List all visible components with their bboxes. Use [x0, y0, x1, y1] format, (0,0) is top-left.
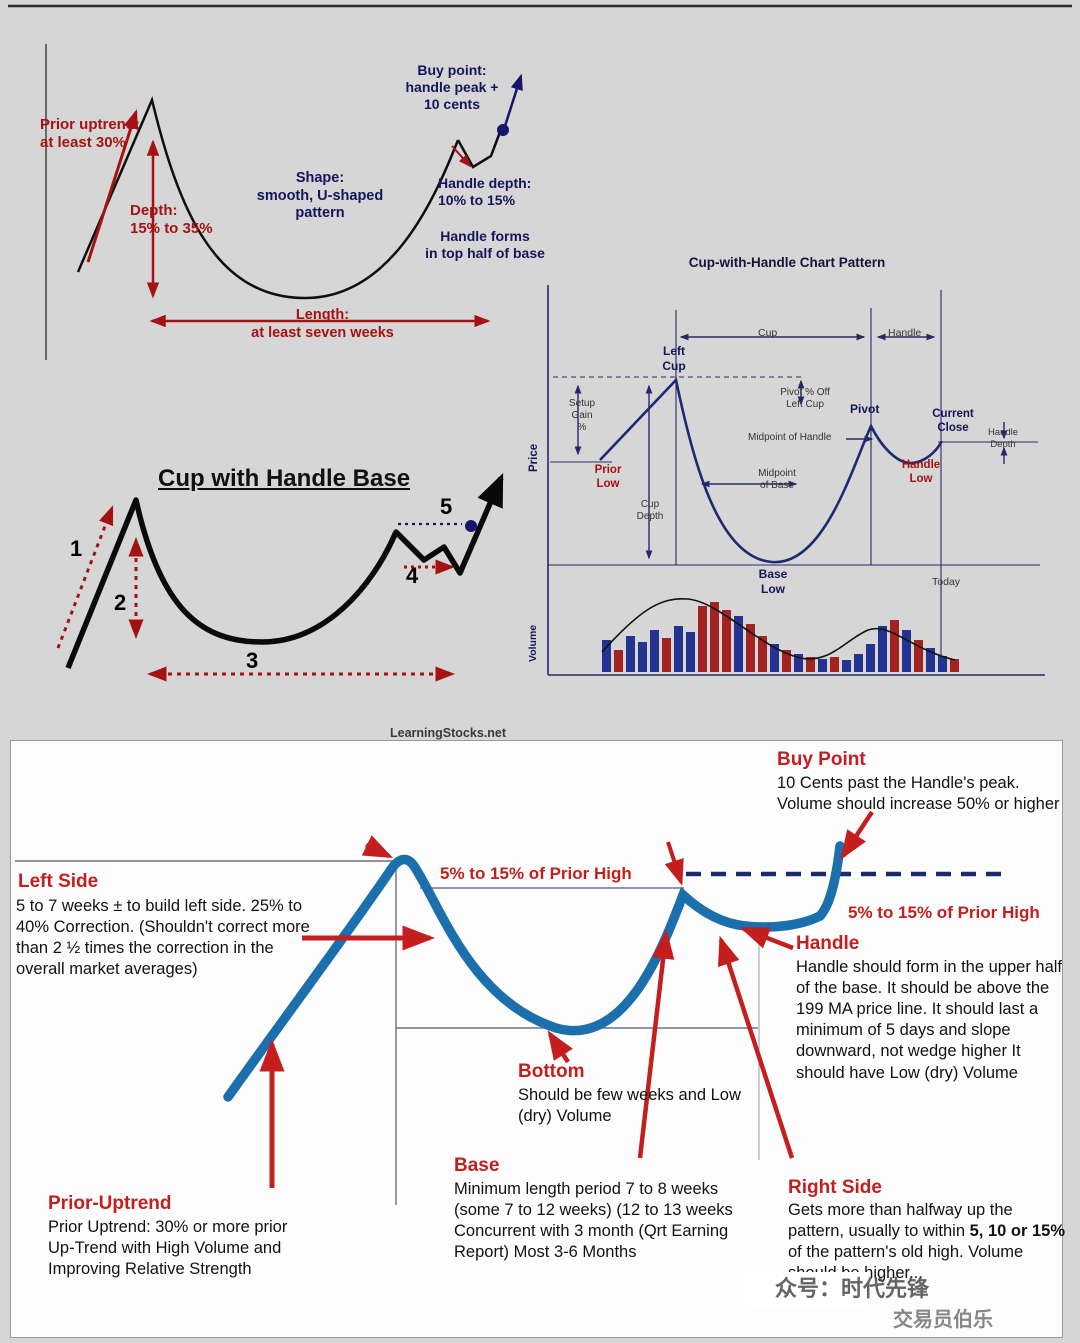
buy-point-body: 10 Cents past the Handle's peak. Volume …	[777, 774, 1060, 814]
base-heading: Base	[454, 1155, 500, 1176]
base-low-label: Base Low	[758, 567, 788, 596]
bottom-heading: Bottom	[518, 1061, 585, 1082]
prior-uptrend-label: Prior uptrend: at least 30%	[40, 116, 140, 152]
volume-bars	[602, 602, 959, 672]
handle-heading: Handle	[796, 933, 860, 954]
current-close-label: Current Close	[932, 408, 974, 435]
bottom-arrow	[547, 1030, 573, 1064]
left-side-body: 5 to 7 weeks ± to build left side. 25% t…	[16, 897, 310, 979]
prior-high-arrow	[664, 841, 684, 886]
watermark-line1: 众号：时代先锋	[775, 1276, 930, 1301]
right-chart-title: Cup-with-Handle Chart Pattern	[688, 255, 886, 270]
midpoint-of-handle-label: Midpoint of Handle	[748, 432, 832, 443]
prior-high-right-label: 5% to 15% of Prior High	[848, 903, 1040, 922]
buy-point-arrow	[840, 810, 874, 860]
handle-depth-label: Handle depth: 10% to 15%	[438, 175, 532, 209]
right-side-body: Gets more than halfway up the pattern, u…	[788, 1200, 1066, 1284]
left-side-heading: Left Side	[18, 871, 99, 892]
length-label: Length: at least seven weeks	[251, 307, 394, 341]
base-body: Minimum length period 7 to 8 weeks (some…	[454, 1180, 733, 1262]
prior-high-left-label: 5% to 15% of Prior High	[440, 864, 632, 883]
cup-span-label: Cup	[758, 327, 778, 339]
handle-depth-rc-label: Handle Depth	[987, 427, 1019, 450]
prior-uptrend-heading: Prior-Uptrend	[48, 1193, 172, 1214]
cup-with-handle-base-diagram	[56, 472, 504, 682]
right-chart	[547, 285, 1045, 676]
bottom-body: Should be few weeks and Low (dry) Volume	[518, 1086, 741, 1126]
prior-uptrend-body: Prior Uptrend: 30% or more prior Up-Tren…	[48, 1218, 288, 1279]
prior-uptrend-arrow	[86, 109, 139, 263]
right-side-bold: 5, 10 or 15%	[969, 1222, 1065, 1241]
buy-point-heading: Buy Point	[777, 749, 866, 770]
label-3: 3	[246, 648, 259, 673]
midpoint-of-base-label: Midpoint of Base	[758, 468, 796, 492]
setup-gain-label: Setup Gain %	[568, 398, 596, 434]
credit-text: LearningStocks.net	[390, 726, 506, 740]
cup-depth-label: Cup Depth	[636, 499, 664, 523]
label-2: 2	[114, 590, 127, 615]
bottom-diagram	[15, 810, 1008, 1205]
label1-arrow	[56, 505, 114, 649]
pivot-off-label: Pivot % Off Left Cup	[780, 387, 830, 411]
bottom-panel	[10, 740, 1063, 1338]
volume-axis-label: Volume	[527, 624, 539, 662]
watermark-mask	[745, 1272, 870, 1306]
handle-span-label: Handle	[888, 327, 922, 339]
breakout-dot	[465, 520, 477, 532]
shape-label: Shape: smooth, U-shaped pattern	[256, 170, 384, 222]
depth-label: Depth: 15% to 35%	[130, 202, 213, 238]
handle-depth-arrow	[451, 145, 472, 168]
volume-trend-curve	[601, 598, 956, 661]
price-axis-label: Price	[528, 443, 540, 472]
price-curve	[599, 377, 944, 564]
peak-arrow	[361, 835, 394, 859]
pivot-label: Pivot	[850, 402, 880, 416]
base-arrow	[637, 929, 675, 1159]
watermark-line2: 交易员伯乐	[893, 1309, 993, 1331]
topleft-cup-diagram	[45, 44, 523, 360]
prior-low-label: Prior Low	[594, 464, 622, 491]
label-4: 4	[406, 563, 419, 588]
right-side-heading: Right Side	[788, 1177, 882, 1198]
cup-with-handle-base-title: Cup with Handle Base	[158, 465, 411, 492]
buy-point-dot	[497, 124, 509, 136]
today-label: Today	[932, 576, 961, 588]
buy-point-label: Buy point: handle peak + 10 cents	[405, 62, 499, 113]
handle-forms-label: Handle forms in top half of base	[425, 228, 545, 262]
label-1: 1	[70, 536, 83, 561]
left-cup-label: Left Cup	[662, 344, 686, 373]
handle-body: Handle should form in the upper half of …	[796, 958, 1062, 1082]
right-side-body-1: Gets more than halfway up the pattern, u…	[788, 1201, 1013, 1241]
handle-arrow	[739, 926, 794, 951]
label-5: 5	[440, 494, 453, 519]
right-side-arrow	[717, 935, 795, 1159]
handle-low-label: Handle Low	[901, 459, 941, 486]
